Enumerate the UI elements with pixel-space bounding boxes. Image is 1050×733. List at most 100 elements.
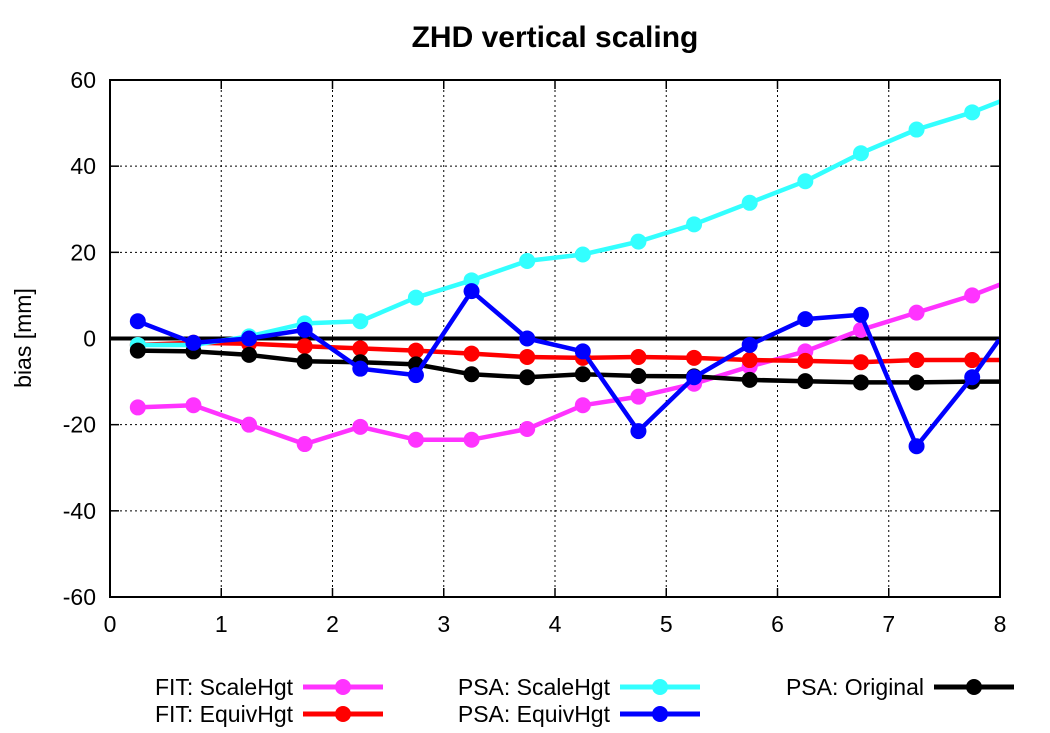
- data-point: [964, 369, 981, 386]
- data-point: [852, 145, 869, 162]
- tick-labels: 0 1 2 3 4 5 6 7 8 -60 -40 -20 0 20 40 60: [63, 67, 1007, 637]
- x-tick-label: 1: [215, 611, 228, 637]
- data-point: [574, 246, 591, 263]
- data-point: [296, 338, 313, 355]
- data-point: [908, 304, 925, 321]
- data-point: [129, 313, 146, 330]
- data-point: [908, 352, 925, 369]
- data-point: [519, 252, 536, 269]
- x-tick-label: 8: [994, 611, 1007, 637]
- data-point: [908, 121, 925, 138]
- series-layer: [129, 99, 1000, 455]
- data-point: [407, 367, 424, 384]
- legend-entry: PSA: ScaleHgt: [458, 674, 700, 700]
- legend-entry: PSA: Original: [786, 674, 1014, 700]
- data-point: [185, 334, 202, 351]
- series-line: [137, 282, 1000, 447]
- y-tick-label: 0: [83, 326, 96, 352]
- data-point: [185, 397, 202, 414]
- y-tick-label: -20: [63, 412, 96, 438]
- data-point: [129, 399, 146, 416]
- x-tick-label: 3: [437, 611, 450, 637]
- data-point: [407, 342, 424, 359]
- data-point: [797, 352, 814, 369]
- data-point: [686, 349, 703, 366]
- legend-label: FIT: ScaleHgt: [155, 674, 294, 700]
- data-point: [964, 352, 981, 369]
- legend-label: PSA: EquivHgt: [458, 701, 611, 727]
- data-point: [296, 353, 313, 370]
- data-point: [852, 306, 869, 323]
- y-tick-label: -40: [63, 498, 96, 524]
- data-point: [574, 366, 591, 383]
- y-tick-label: -60: [63, 584, 96, 610]
- data-point: [519, 330, 536, 347]
- data-point: [463, 431, 480, 448]
- data-point: [630, 233, 647, 250]
- x-tick-label: 2: [326, 611, 339, 637]
- data-point: [630, 388, 647, 405]
- series-line: [136, 288, 1000, 449]
- series-line: [137, 99, 1000, 348]
- data-point: [686, 369, 703, 386]
- data-point: [352, 340, 369, 357]
- legend-swatch-marker: [966, 679, 982, 695]
- data-point: [352, 418, 369, 435]
- data-point: [797, 373, 814, 390]
- legend-swatch-marker: [335, 679, 351, 695]
- legend-entry: FIT: ScaleHgt: [155, 674, 383, 700]
- data-point: [741, 336, 758, 353]
- data-point: [741, 352, 758, 369]
- legend-swatch-marker: [652, 706, 668, 722]
- legend-swatch-marker: [335, 706, 351, 722]
- data-point: [519, 349, 536, 366]
- data-point: [129, 342, 146, 359]
- data-point: [686, 216, 703, 233]
- data-point: [407, 289, 424, 306]
- data-point: [574, 343, 591, 360]
- data-point: [407, 431, 424, 448]
- data-point: [241, 416, 258, 433]
- legend-label: PSA: Original: [786, 674, 924, 700]
- x-tick-label: 0: [104, 611, 117, 637]
- data-point: [574, 397, 591, 414]
- data-point: [630, 423, 647, 440]
- data-point: [241, 346, 258, 363]
- data-point: [852, 354, 869, 371]
- y-tick-label: 40: [70, 153, 96, 179]
- series-line: [137, 340, 1000, 365]
- data-point: [964, 104, 981, 121]
- grid-lines: [110, 80, 1000, 597]
- legend-entry: FIT: EquivHgt: [155, 701, 383, 727]
- x-tick-label: 5: [660, 611, 673, 637]
- x-tick-label: 6: [771, 611, 784, 637]
- data-point: [463, 366, 480, 383]
- y-tick-label: 60: [70, 67, 96, 93]
- y-tick-label: 20: [70, 239, 96, 265]
- series-4: [129, 342, 1000, 391]
- data-point: [463, 345, 480, 362]
- legend-swatch-marker: [652, 679, 668, 695]
- x-tick-label: 4: [549, 611, 562, 637]
- legend-entry: PSA: EquivHgt: [458, 701, 700, 727]
- chart-title: ZHD vertical scaling: [412, 21, 699, 54]
- data-point: [741, 371, 758, 388]
- series-3: [129, 283, 1000, 455]
- data-point: [741, 194, 758, 211]
- data-point: [908, 374, 925, 391]
- data-point: [519, 420, 536, 437]
- data-point: [797, 173, 814, 190]
- data-point: [630, 349, 647, 366]
- series-line: [137, 348, 1000, 385]
- data-point: [908, 438, 925, 455]
- data-point: [296, 436, 313, 453]
- data-point: [519, 369, 536, 386]
- data-point: [463, 283, 480, 300]
- data-point: [352, 313, 369, 330]
- data-point: [352, 360, 369, 377]
- series-2: [129, 99, 1000, 353]
- data-point: [964, 287, 981, 304]
- data-point: [797, 311, 814, 328]
